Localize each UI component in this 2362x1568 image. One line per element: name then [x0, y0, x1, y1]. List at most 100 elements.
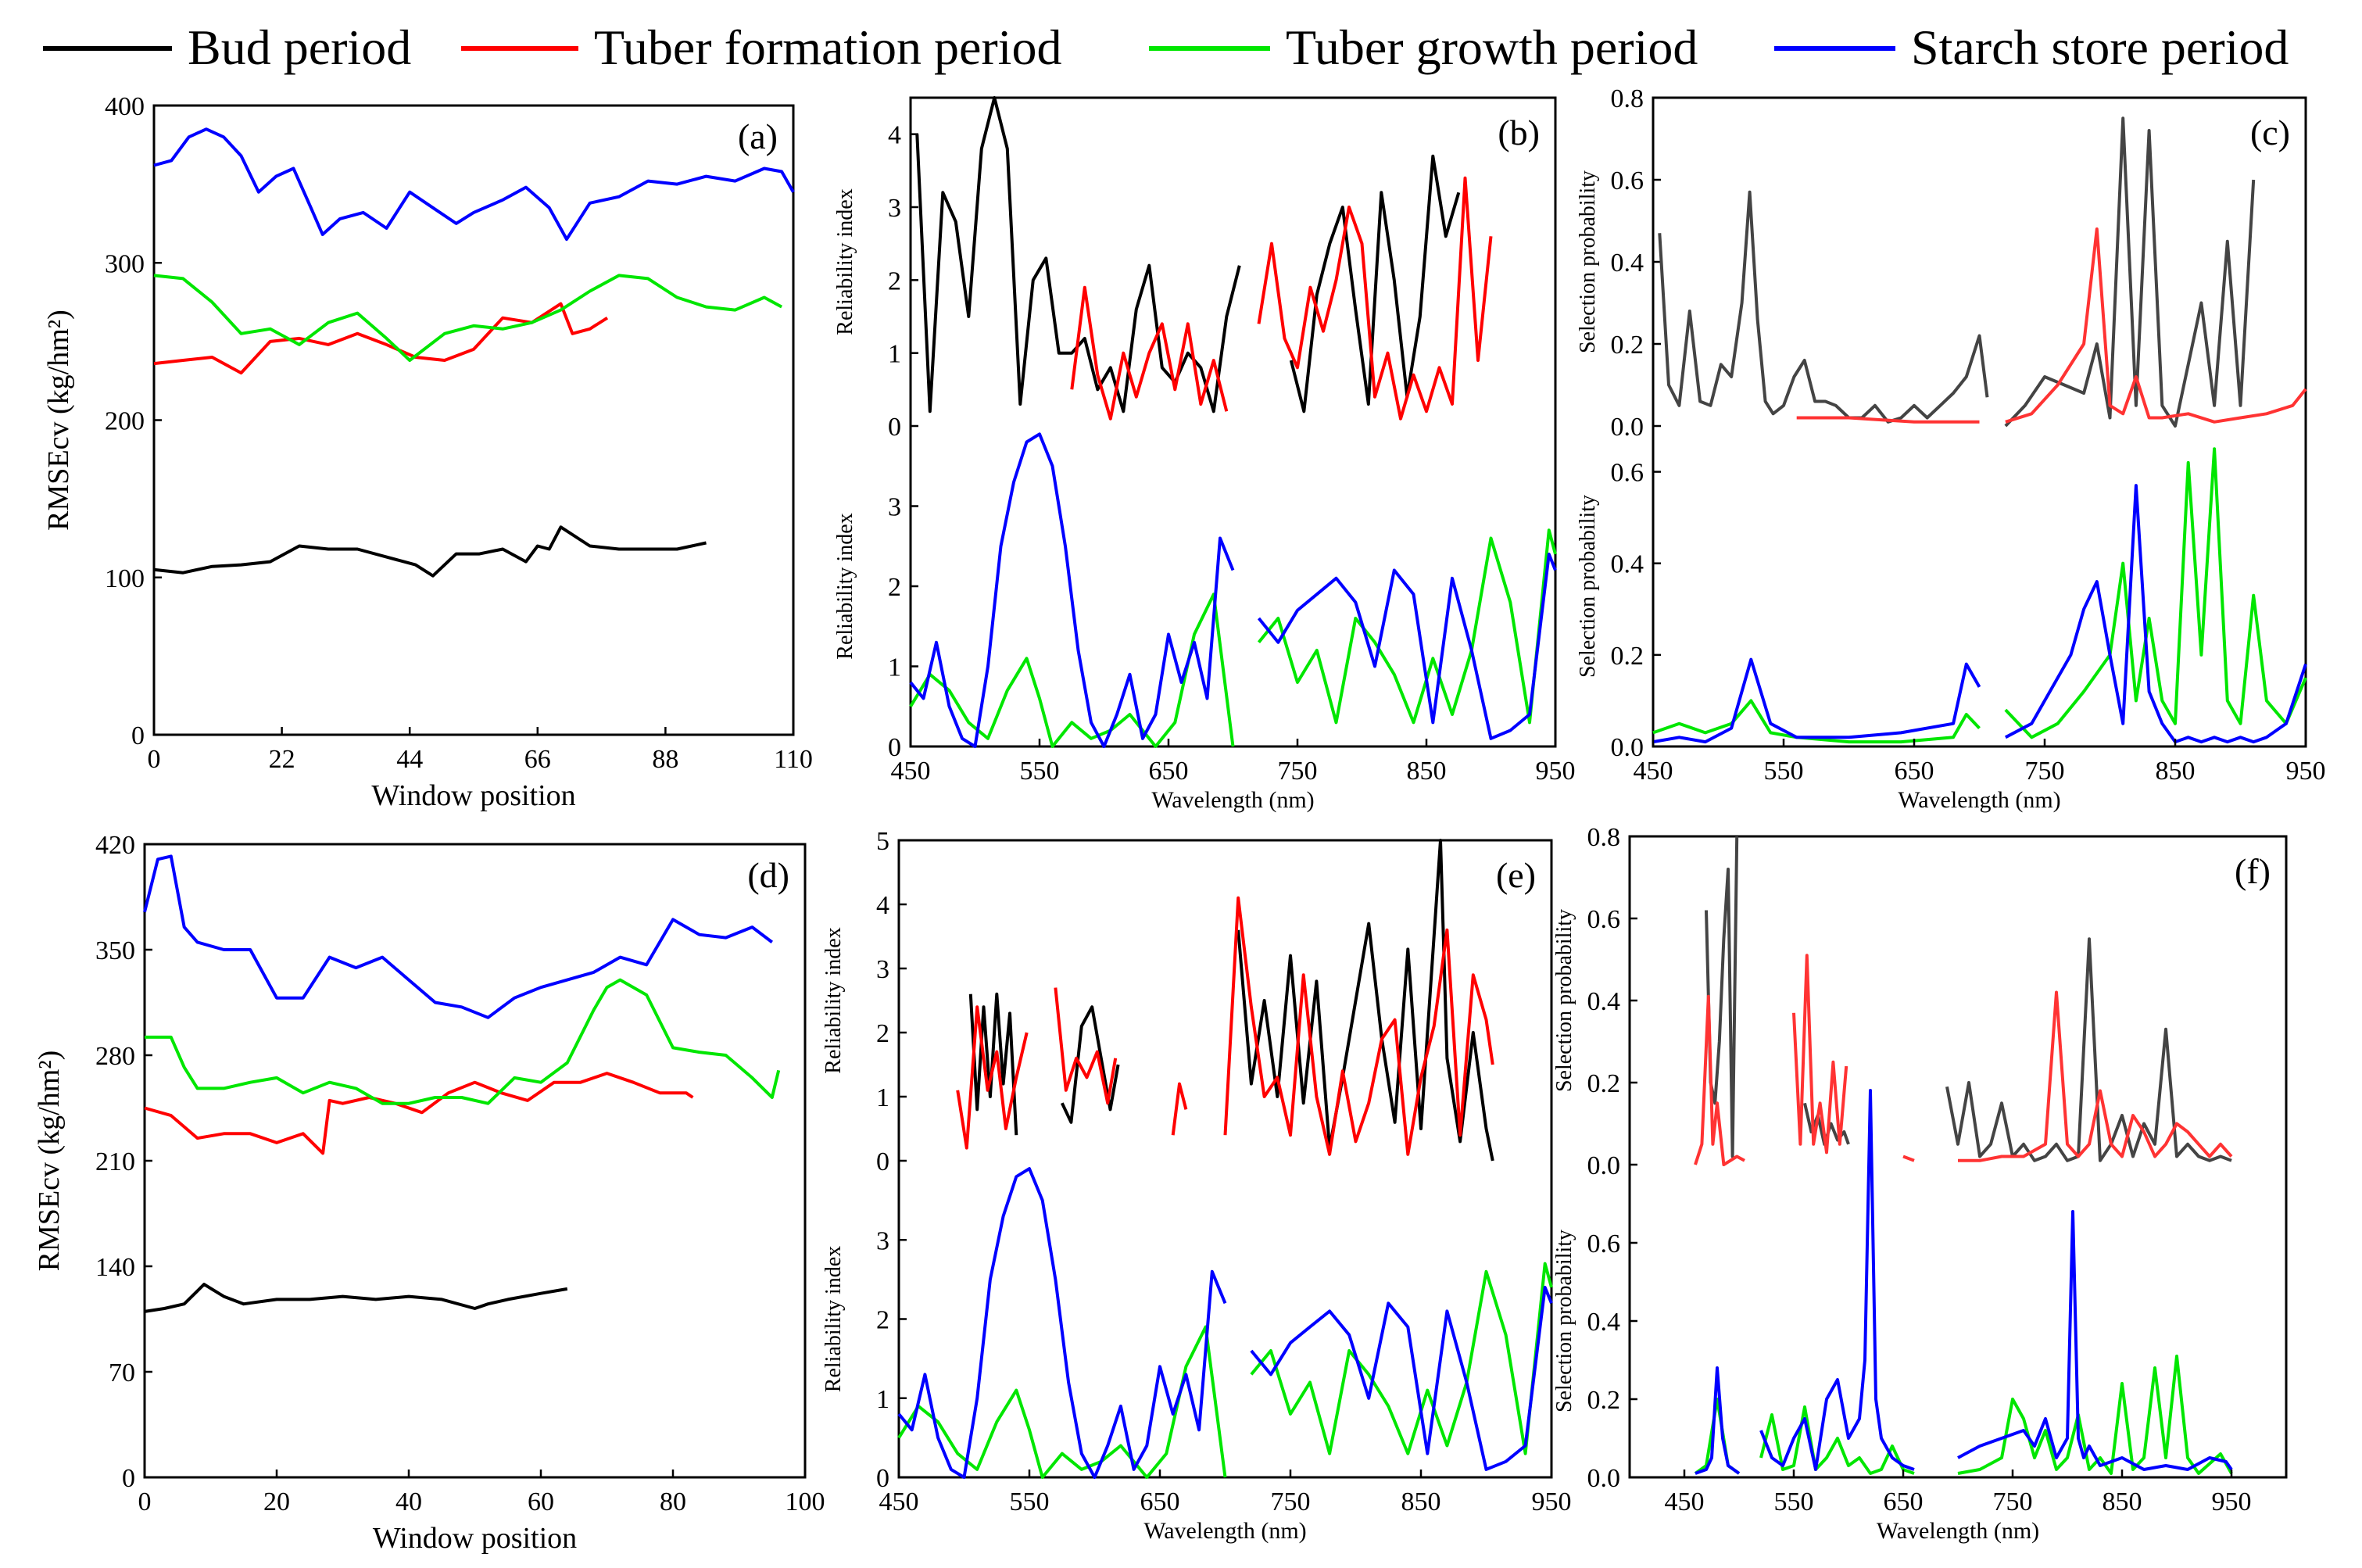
- panel-a-frame: [152, 104, 795, 736]
- panel-c-xtick-label: 950: [2286, 757, 2326, 786]
- panel-b-sub1-series-starch-store-period-3: [1257, 553, 1557, 740]
- panel-f-sub1-ytick-label: 0.0: [1587, 1464, 1621, 1493]
- legend: Bud period Tuber formation period Tuber …: [43, 20, 2289, 75]
- panel-c-sub1-series-tuber-growth-period-1: [2004, 447, 2307, 739]
- legend-label-starch-store-period: Starch store period: [1911, 20, 2289, 75]
- panel-c-sub1-series-tuber-growth-period-0: [1652, 699, 1981, 744]
- panel-f-sub0-series-bud-period-2: [1945, 937, 2232, 1162]
- panel-d: 0 70 140 210 280 350 420 0 20 40 60 80 100 RMSEcv (kg…: [33, 831, 825, 1555]
- panel-c-xtick-label: 750: [2025, 757, 2065, 786]
- panel-f-sub1-series-starch-store-period-4: [1759, 1089, 1915, 1471]
- panel-d-xlabel: Window position: [373, 1522, 577, 1555]
- panel-c-sub0-series-tuber-formation-period-2: [1796, 416, 1980, 424]
- panel-c-sub0-ytick-label: 0.4: [1611, 249, 1644, 277]
- panel-f-xtick-label: 950: [2212, 1487, 2252, 1516]
- panel-f-sub0-series-tuber-formation-period-6: [1958, 990, 2233, 1162]
- panel-c-sub0-series-bud-period-1: [2004, 116, 2256, 428]
- panel-b-sub1-ytick-label: 2: [888, 573, 901, 602]
- panel-f-sub1-series-starch-store-period-5: [1957, 1210, 2233, 1471]
- panel-e-xtick-label: 550: [1010, 1487, 1050, 1516]
- panel-b-sub0-ytick-label: 3: [888, 194, 901, 223]
- panel-e-sub0-ytick-label: 3: [876, 955, 889, 984]
- panel-e-sub1-series-tuber-growth-period-0: [897, 1325, 1227, 1479]
- panel-d-ytick-label: 280: [95, 1042, 135, 1071]
- panel-a-ytick-label: 400: [105, 92, 145, 121]
- panel-d-xtick-label: 0: [138, 1487, 152, 1516]
- panel-b-sub0-ylabel: Reliability index: [833, 188, 857, 335]
- panel-f-sub0-ytick-label: 0.0: [1587, 1151, 1621, 1180]
- panel-a-xtick-label: 44: [396, 745, 423, 774]
- panel-b-sub0-ytick-label: 4: [888, 121, 901, 150]
- panel-e-sub1-series-tuber-growth-period-1: [1250, 1262, 1553, 1455]
- panel-e-sub1-ytick-label: 3: [876, 1226, 889, 1255]
- panel-e-sub0-series-tuber-formation-period-4: [1054, 987, 1118, 1105]
- panel-e-sub0-ytick-label: 5: [876, 827, 889, 856]
- panel-f-sub0-ytick-label: 0.4: [1587, 987, 1621, 1016]
- panel-c-xtick-label: 550: [1764, 757, 1804, 786]
- panel-f-frame: [1628, 835, 2288, 1479]
- panel-a-series-bud-period-0: [153, 525, 707, 578]
- panel-c-sub1-series-starch-store-period-3: [2004, 484, 2307, 744]
- panel-e-xtick-label: 450: [879, 1487, 919, 1516]
- panel-f-label: (f): [2235, 851, 2271, 891]
- panel-a-ytick-label: 300: [105, 249, 145, 278]
- panel-d-series-tuber-growth-period-2: [145, 978, 781, 1105]
- panel-e-xtick-label: 650: [1140, 1487, 1180, 1516]
- panel-e-sub0-series-bud-period-1: [1060, 1005, 1120, 1124]
- panel-c-frame: [1652, 96, 2307, 748]
- panel-c: 0.0 0.2 0.4 0.6 0.8 Selection probability 0.0 0…: [1576, 84, 2326, 813]
- panel-c-sub0-ytick-label: 0.8: [1611, 84, 1644, 113]
- panel-a-xtick-label: 88: [652, 745, 678, 774]
- panel-e-xtick-label: 750: [1271, 1487, 1311, 1516]
- panel-c-xlabel: Wavelength (nm): [1898, 787, 2060, 813]
- panel-b-sub0-series-tuber-formation-period-2: [1070, 285, 1229, 421]
- panel-d-xtick-label: 40: [395, 1487, 422, 1516]
- panel-e-sub0-series-bud-period-2: [1236, 839, 1494, 1162]
- panel-d-ylabel: RMSEcv (kg/hm²): [33, 1051, 66, 1272]
- panel-d-series-starch-store-period-3: [143, 854, 774, 1019]
- panel-d-series-tuber-formation-period-1: [144, 1072, 694, 1155]
- panel-d-xtick-label: 20: [263, 1487, 290, 1516]
- panel-f-sub1-ytick-label: 0.6: [1587, 1230, 1621, 1258]
- panel-c-sub0-ytick-label: 0.6: [1611, 166, 1644, 195]
- panel-b-sub0-series-bud-period-0: [915, 96, 1241, 413]
- panel-e-sub0-ylabel: Reliability index: [821, 927, 846, 1073]
- panel-a-ytick-label: 100: [105, 564, 145, 593]
- panel-f-xlabel: Wavelength (nm): [1877, 1518, 2039, 1544]
- panel-d-ytick-label: 140: [95, 1253, 135, 1282]
- panel-f-sub0-series-tuber-formation-period-5: [1902, 1155, 1915, 1162]
- panel-f-sub0-ytick-label: 0.6: [1587, 905, 1621, 934]
- panel-f-sub0-series-tuber-formation-period-4: [1792, 954, 1848, 1155]
- legend-label-bud-period: Bud period: [188, 20, 411, 75]
- panel-f-sub0-ylabel: Selection probability: [1552, 909, 1576, 1092]
- panel-a-label: (a): [738, 116, 778, 156]
- panel-e-sub0-series-bud-period-0: [968, 992, 1018, 1136]
- panel-b-sub1-ytick-label: 3: [888, 493, 901, 522]
- panel-a-xtick-label: 66: [524, 745, 551, 774]
- panel-f-xtick-label: 750: [1993, 1487, 2033, 1516]
- panel-c-sub1-ytick-label: 0.6: [1611, 459, 1644, 488]
- panel-b-xtick-label: 550: [1020, 757, 1060, 786]
- panel-e-sub1-ylabel: Reliability index: [821, 1246, 846, 1392]
- panel-e-sub0-ytick-label: 4: [876, 891, 889, 920]
- panel-c-sub0-ytick-label: 0.2: [1611, 331, 1644, 360]
- panel-c-xtick-label: 650: [1895, 757, 1934, 786]
- panel-b-sub0-series-tuber-formation-period-3: [1257, 176, 1493, 421]
- panel-b-xtick-label: 450: [891, 757, 931, 786]
- panel-f-sub1-series-tuber-growth-period-0: [1694, 1398, 1741, 1475]
- panel-d-xtick-label: 80: [660, 1487, 686, 1516]
- panel-e-xtick-label: 950: [1532, 1487, 1572, 1516]
- panel-f-sub1-series-tuber-growth-period-2: [1957, 1355, 2233, 1475]
- panel-d-label: (d): [747, 855, 789, 895]
- panel-b-xtick-label: 950: [1536, 757, 1576, 786]
- panel-d-ytick-label: 70: [109, 1359, 135, 1387]
- panel-f-xtick-label: 650: [1884, 1487, 1924, 1516]
- panel-d-frame: [143, 843, 807, 1479]
- panel-e-label: (e): [1496, 855, 1536, 895]
- panel-c-sub0-series-bud-period-0: [1658, 190, 1989, 424]
- panel-c-sub0-series-tuber-formation-period-3: [2005, 227, 2307, 424]
- panel-b-sub1-series-starch-store-period-2: [909, 432, 1235, 748]
- panel-e-xlabel: Wavelength (nm): [1143, 1518, 1306, 1544]
- legend-label-tuber-growth-period: Tuber growth period: [1286, 20, 1698, 75]
- panel-e-sub1-ytick-label: 0: [876, 1464, 889, 1493]
